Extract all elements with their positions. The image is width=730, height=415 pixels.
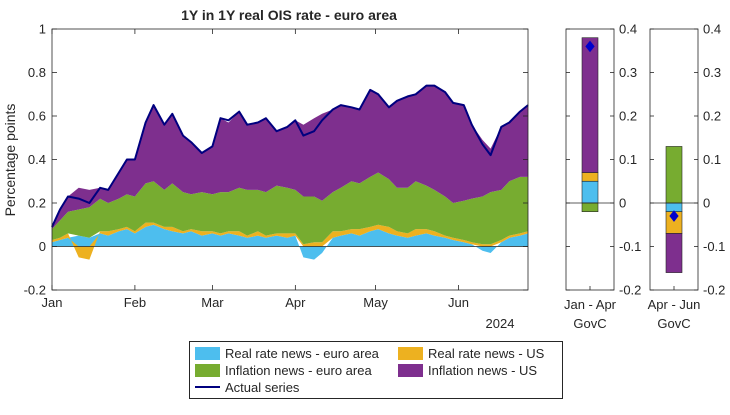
bar-y-tick-label: 0.1 [703, 152, 721, 167]
y-tick-label: -0.2 [24, 283, 46, 298]
x-tick-label: Jun [448, 295, 469, 310]
bar-segment-inflation-news-us [581, 37, 599, 173]
y-tick-label: 0.8 [28, 65, 46, 80]
chart-title: 1Y in 1Y real OIS rate - euro area [181, 7, 397, 23]
y-axis-label: Percentage points [2, 104, 18, 217]
y-tick-label: 0.2 [28, 196, 46, 211]
legend-swatch-inflation-ea [195, 364, 220, 377]
area-inflation-news-euro-area [52, 172, 528, 245]
y-tick-label: 1 [39, 22, 46, 37]
bar-y-tick-label: 0.4 [703, 22, 721, 37]
x-tick-label: Mar [201, 295, 224, 310]
bar-sub-label: GovC [573, 316, 606, 331]
legend-label-inflation-us: Inflation news - US [428, 363, 538, 378]
bar-segment-inflation-news-euro-area [581, 202, 599, 212]
bar-segment-inflation-news-euro-area [665, 146, 683, 204]
legend-swatch-real-rate-ea [195, 347, 220, 360]
period-bar-apr-jun: -0.2 -0.1 0 0.1 0.2 0.3 0.4 Apr - Jun GovC [648, 22, 726, 332]
bar-y-tick-label: 0.1 [619, 152, 637, 167]
bar-sub-label: GovC [657, 316, 690, 331]
bar-y-tick-label: -0.1 [703, 239, 725, 254]
area-real-rate-news-euro-area [52, 224, 528, 260]
legend-label-actual-series: Actual series [225, 380, 300, 395]
main-plot-area: -0.2 0 0.2 0.4 0.6 0.8 1 Jan Feb Mar Apr May Jun [24, 22, 529, 310]
bar-y-tick-label: -0.1 [619, 239, 641, 254]
bar-segment-real-rate-news-euro-area [581, 180, 599, 204]
bar-category-label: Apr - Jun [648, 297, 701, 312]
legend-line-actual-series [195, 386, 220, 388]
y-tick-label: 0.6 [28, 109, 46, 124]
bar-y-tick-label: 0 [619, 196, 626, 211]
bar-segment-real-rate-news-us [581, 172, 599, 182]
bar-y-tick-label: 0.3 [703, 65, 721, 80]
legend-label-real-rate-ea: Real rate news - euro area [225, 346, 379, 361]
legend: Real rate news - euro area Real rate new… [189, 341, 563, 399]
x-tick-label: Jan [42, 295, 63, 310]
bar-y-tick-label: 0.2 [619, 109, 637, 124]
y-tick-label: 0.4 [28, 152, 46, 167]
bar-segment-inflation-news-us [665, 233, 683, 273]
bar-y-tick-label: 0 [703, 196, 710, 211]
x-tick-label: Apr [285, 295, 306, 310]
bar-y-tick-label: 0.2 [703, 109, 721, 124]
x-tick-label: Feb [124, 295, 146, 310]
x-tick-label: May [363, 295, 388, 310]
actual-diamond-marker [669, 210, 679, 222]
bar-y-tick-label: -0.2 [703, 283, 725, 298]
legend-label-inflation-ea: Inflation news - euro area [225, 363, 372, 378]
bar-y-tick-label: 0.4 [619, 22, 637, 37]
period-bar-jan-apr: -0.2 -0.1 0 0.1 0.2 0.3 0.4 Jan - Apr GovC [564, 22, 641, 332]
legend-swatch-real-rate-us [398, 347, 423, 360]
year-label: 2024 [486, 316, 515, 331]
legend-swatch-inflation-us [398, 364, 423, 377]
bar-y-tick-label: -0.2 [619, 283, 641, 298]
legend-label-real-rate-us: Real rate news - US [428, 346, 545, 361]
actual-diamond-marker [585, 40, 595, 53]
bar-y-tick-label: 0.3 [619, 65, 637, 80]
area-inflation-news-us [52, 85, 528, 230]
y-tick-label: 0 [39, 239, 46, 254]
actual-series-line [51, 84, 529, 228]
bar-category-label: Jan - Apr [564, 297, 617, 312]
